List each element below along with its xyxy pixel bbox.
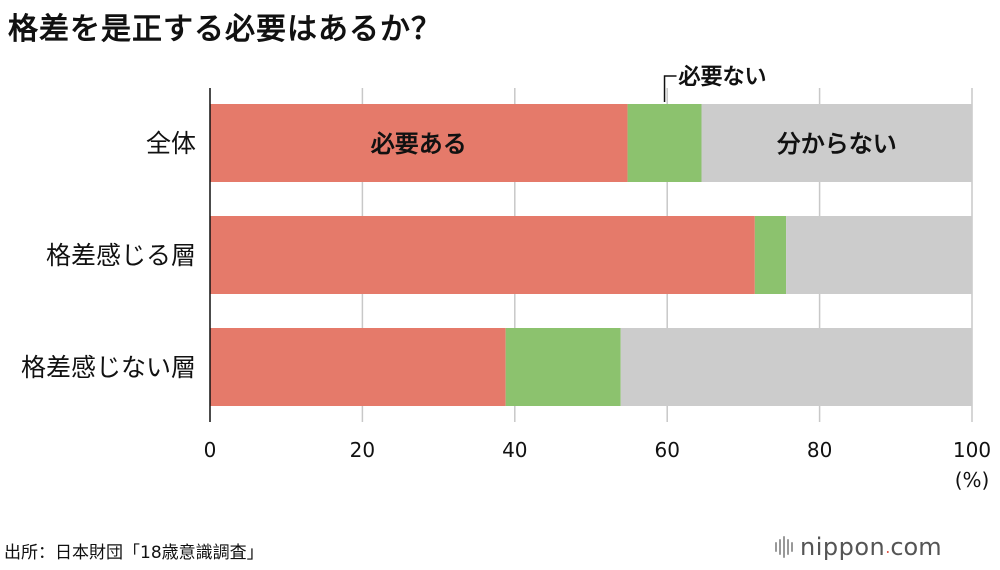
series-labels: 必要ある 分からない 必要ない <box>371 64 897 158</box>
x-unit-label: (%) <box>955 468 990 492</box>
x-tick-60: 60 <box>654 438 679 462</box>
series-label-2: 分からない <box>777 130 897 158</box>
logo-mark-icon <box>775 536 793 558</box>
bar-1-2 <box>786 216 972 294</box>
bar-0-2 <box>701 104 972 182</box>
category-label-1: 格差感じる層 <box>46 241 196 270</box>
series-label-1-leader <box>663 75 677 102</box>
logo-word: nippon <box>800 533 886 561</box>
series-label-1: 必要ない <box>679 64 767 90</box>
nippon-logo: nippon. com <box>775 532 942 562</box>
x-tick-labels: 0 20 40 60 80 100 (%) <box>204 438 991 492</box>
x-tick-40: 40 <box>502 438 527 462</box>
x-tick-0: 0 <box>204 438 217 462</box>
x-tick-20: 20 <box>350 438 375 462</box>
bar-0-0 <box>210 104 628 182</box>
logo-tld: com <box>890 533 942 561</box>
bar-1-1 <box>754 216 787 294</box>
bar-0-1 <box>627 104 702 182</box>
bar-2-0 <box>210 328 506 406</box>
chart-title: 格差を是正する必要はあるか？ <box>8 12 442 47</box>
series-label-0: 必要ある <box>371 130 467 158</box>
bar-1-0 <box>210 216 755 294</box>
source-note: 出所：日本財団「18歳意識調査」 <box>4 543 264 563</box>
category-label-0: 全体 <box>146 129 196 158</box>
category-label-2: 格差感じない層 <box>21 353 196 382</box>
bar-2-1 <box>505 328 621 406</box>
x-tick-80: 80 <box>807 438 832 462</box>
bars <box>210 104 972 406</box>
x-tick-100: 100 <box>953 438 991 462</box>
bar-2-2 <box>620 328 972 406</box>
logo-dot: . <box>885 537 891 557</box>
